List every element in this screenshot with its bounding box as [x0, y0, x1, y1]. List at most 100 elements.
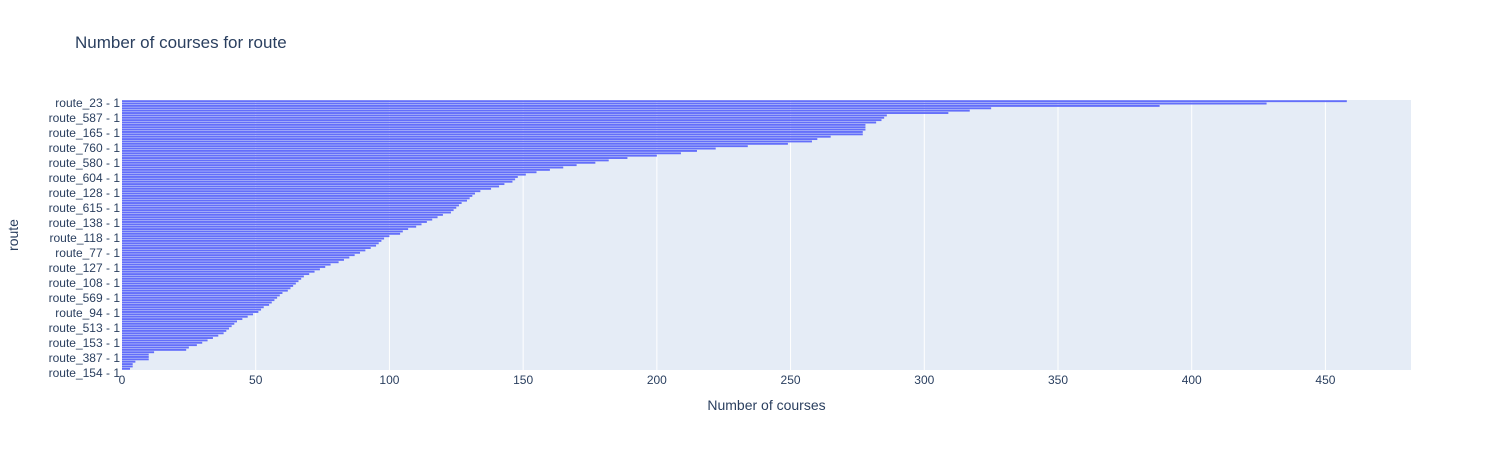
- bar: [122, 237, 385, 240]
- chart-title: Number of courses for route: [75, 33, 287, 52]
- bar: [122, 273, 310, 276]
- bar: [122, 318, 243, 321]
- bar: [122, 142, 788, 145]
- bar: [122, 239, 382, 242]
- bar: [122, 164, 577, 167]
- bar: [122, 202, 462, 204]
- bar: [122, 157, 628, 159]
- bar: [122, 356, 149, 358]
- y-tick-label: route_118 - 1: [50, 231, 121, 245]
- y-tick-label: route_108 - 1: [49, 276, 121, 290]
- y-tick-label: route_128 - 1: [49, 186, 121, 200]
- bar: [122, 242, 379, 245]
- bar: [122, 192, 476, 195]
- bar: [122, 306, 264, 309]
- bar: [122, 256, 350, 259]
- bar: [122, 268, 320, 271]
- bar: [122, 334, 219, 337]
- bar: [122, 353, 149, 356]
- bar: [122, 128, 866, 131]
- bars: [122, 100, 1347, 370]
- bar: [122, 346, 189, 349]
- bar: [122, 294, 280, 297]
- bar: [122, 351, 155, 354]
- bar: [122, 244, 377, 247]
- bar: [122, 251, 361, 254]
- x-tick-label: 250: [781, 373, 801, 387]
- bar: [122, 211, 451, 214]
- bar: [122, 100, 1347, 103]
- bar: [122, 280, 299, 283]
- x-tick-labels: 0 50 100 150 200 250 300 350 400 450: [119, 373, 1336, 387]
- bar: [122, 197, 470, 200]
- bar: [122, 322, 235, 325]
- bar: [122, 199, 467, 202]
- bar: [122, 176, 518, 178]
- bar: [122, 119, 882, 122]
- y-tick-label: route_94 - 1: [55, 306, 120, 320]
- bar: [122, 249, 366, 252]
- bar: [122, 358, 149, 361]
- bar: [122, 114, 887, 117]
- bar: [122, 107, 992, 110]
- y-tick-label: route_569 - 1: [49, 291, 121, 305]
- y-tick-label: route_77 - 1: [55, 246, 120, 260]
- bar: [122, 104, 1160, 107]
- y-tick-label: route_165 - 1: [49, 126, 121, 140]
- bar: [122, 183, 505, 186]
- bar: [122, 303, 270, 306]
- bar: [122, 348, 187, 351]
- x-tick-label: 200: [647, 373, 667, 387]
- bar: [122, 258, 344, 261]
- gridlines: [255, 100, 1326, 370]
- bar: [122, 121, 877, 124]
- bar: [122, 204, 459, 207]
- bar: [122, 266, 326, 268]
- bar: [122, 152, 681, 155]
- y-tick-label: route_615 - 1: [49, 201, 121, 215]
- x-tick-label: 450: [1315, 373, 1335, 387]
- bar: [122, 135, 831, 138]
- bar: [122, 247, 371, 249]
- bar: [122, 277, 302, 280]
- bar: [122, 313, 254, 316]
- bar: [122, 225, 417, 228]
- bar: [122, 216, 438, 219]
- bar: [122, 145, 748, 148]
- bar: [122, 301, 272, 304]
- x-tick-label: 100: [379, 373, 399, 387]
- bar: [122, 254, 355, 257]
- x-tick-label: 0: [119, 373, 126, 387]
- bar: [122, 173, 526, 176]
- x-tick-label: 50: [249, 373, 263, 387]
- y-tick-label: route_23 - 1: [55, 96, 120, 110]
- bar: [122, 292, 283, 294]
- bar: [122, 270, 315, 273]
- y-tick-label: route_387 - 1: [49, 351, 121, 365]
- bar: [122, 185, 500, 188]
- bar: [122, 187, 492, 190]
- bar: [122, 327, 229, 330]
- bar: [122, 218, 433, 221]
- y-tick-label: route_127 - 1: [49, 261, 121, 275]
- bar: [122, 232, 401, 235]
- y-tick-label: route_138 - 1: [49, 216, 121, 230]
- bar: [122, 235, 390, 238]
- bar: [122, 133, 863, 136]
- bar: [122, 180, 513, 183]
- bar: [122, 171, 537, 174]
- x-tick-label: 400: [1182, 373, 1202, 387]
- bar: [122, 341, 203, 344]
- bar: [122, 367, 131, 370]
- y-tick-label: route_153 - 1: [49, 336, 121, 350]
- bar: [122, 329, 227, 332]
- bar: [122, 190, 481, 193]
- bar: [122, 166, 564, 169]
- bar: [122, 337, 213, 339]
- x-tick-label: 300: [914, 373, 934, 387]
- x-tick-label: 350: [1048, 373, 1068, 387]
- bar: [122, 102, 1267, 105]
